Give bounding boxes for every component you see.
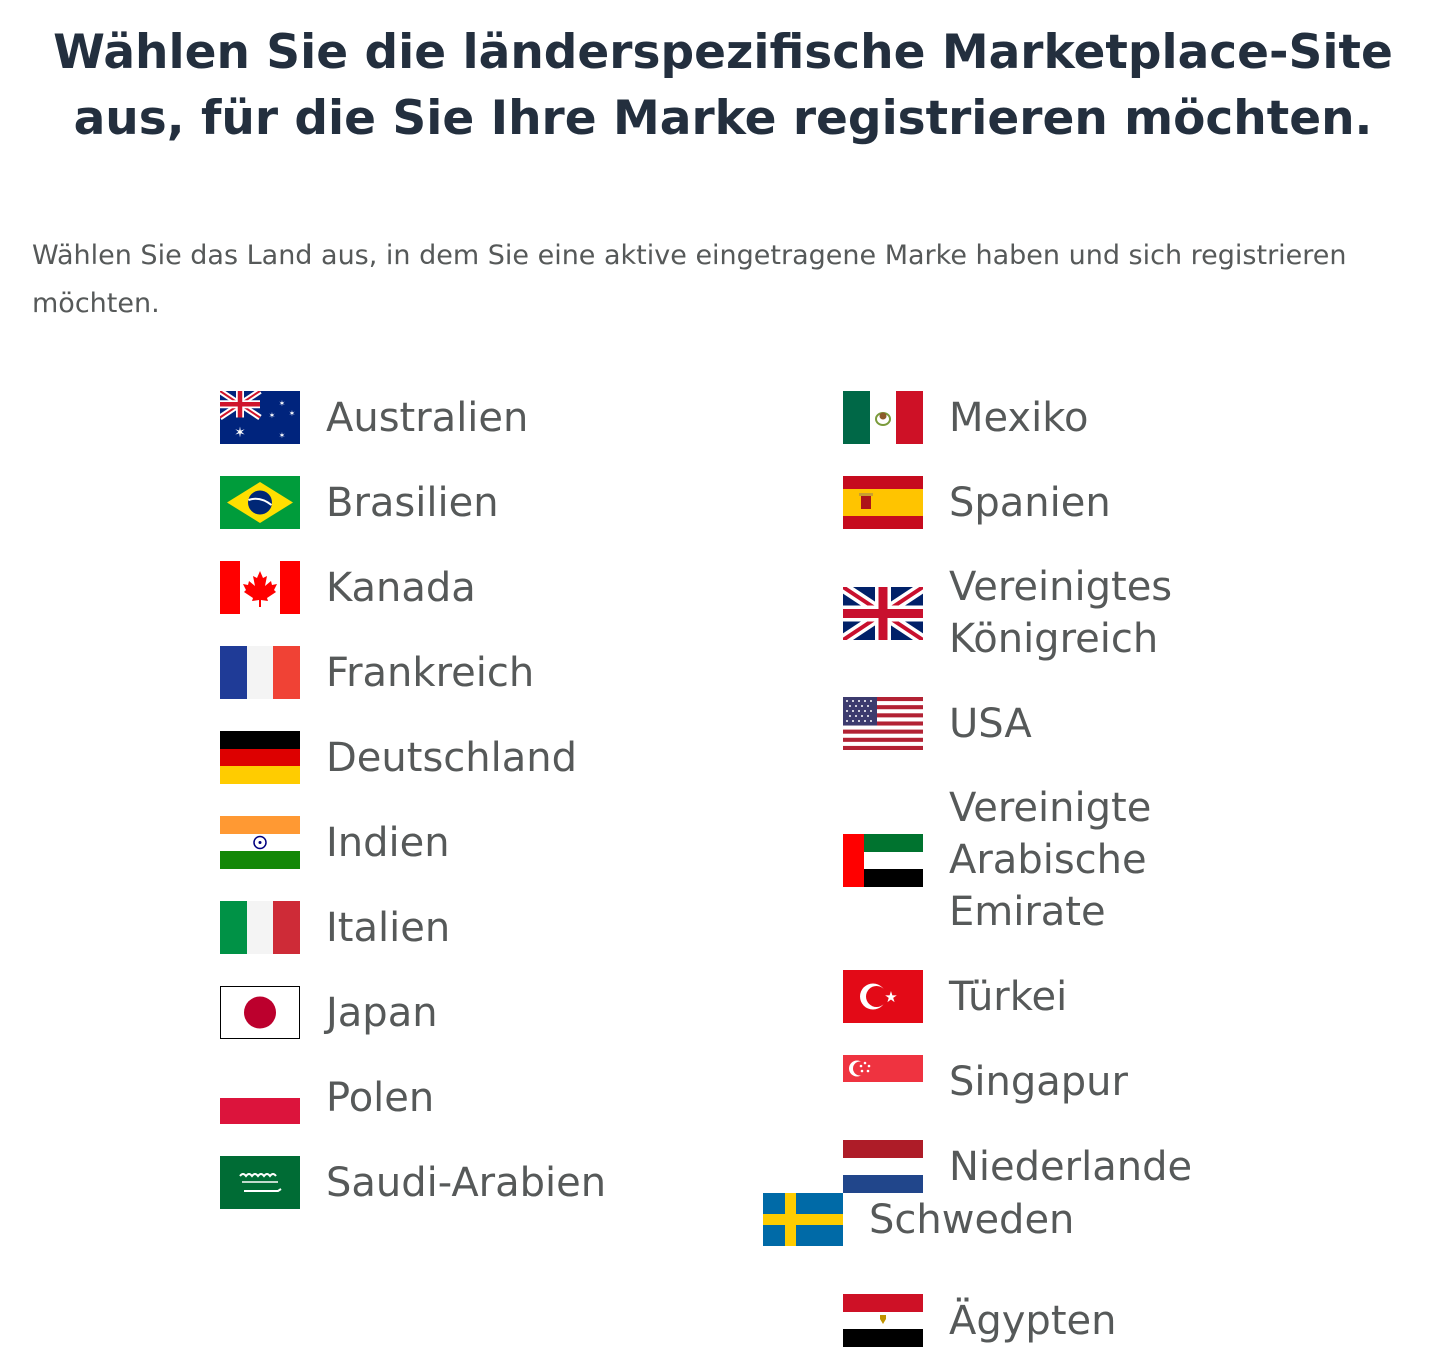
country-name-poland: Polen bbox=[326, 1074, 435, 1121]
flag-usa-icon bbox=[843, 697, 923, 750]
country-name-uk-line-1: Vereinigtes bbox=[949, 564, 1173, 610]
country-name-uk-line-2: Königreich bbox=[949, 616, 1159, 662]
flag-india-icon bbox=[220, 816, 300, 869]
country-link-france[interactable]: Frankreich bbox=[220, 646, 534, 699]
flag-germany-icon bbox=[220, 731, 300, 784]
country-name-spain: Spanien bbox=[949, 479, 1111, 526]
country-link-australia[interactable]: ✶ ✶ ✶ ✶ ✶ Australien bbox=[220, 391, 528, 444]
country-name-netherlands: Niederlande bbox=[949, 1143, 1193, 1190]
flag-netherlands-icon bbox=[843, 1140, 923, 1193]
flag-france-icon bbox=[220, 646, 300, 699]
country-link-brazil[interactable]: Brasilien bbox=[220, 476, 499, 529]
flag-brazil-icon bbox=[220, 476, 300, 529]
country-link-italy[interactable]: Italien bbox=[220, 901, 450, 954]
country-link-japan[interactable]: Japan bbox=[220, 986, 438, 1039]
flag-italy-icon bbox=[220, 901, 300, 954]
country-link-uk[interactable]: Vereinigtes Königreich bbox=[843, 561, 1172, 665]
country-name-mexico: Mexiko bbox=[949, 394, 1089, 441]
country-link-canada[interactable]: Kanada bbox=[220, 561, 476, 614]
flag-spain-icon bbox=[843, 476, 923, 529]
flag-singapore-icon bbox=[843, 1055, 923, 1108]
country-link-usa[interactable]: USA bbox=[843, 697, 1032, 750]
country-name-brazil: Brasilien bbox=[326, 479, 499, 526]
country-name-japan: Japan bbox=[326, 989, 438, 1036]
page-subtitle: Wählen Sie das Land aus, in dem Sie eine… bbox=[32, 240, 1347, 319]
country-link-poland[interactable]: Polen bbox=[220, 1071, 434, 1124]
country-name-italy: Italien bbox=[326, 904, 451, 951]
flag-sweden-icon bbox=[763, 1193, 843, 1246]
country-name-uk: Vereinigtes Königreich bbox=[949, 561, 1172, 665]
country-link-germany[interactable]: Deutschland bbox=[220, 731, 577, 784]
country-name-singapore: Singapur bbox=[949, 1058, 1128, 1105]
country-link-uae[interactable]: Vereinigte Arabische Emirate bbox=[843, 782, 1151, 938]
flag-uk-icon bbox=[843, 586, 923, 640]
country-name-sweden: Schweden bbox=[869, 1196, 1075, 1243]
svg-text:✶: ✶ bbox=[269, 411, 276, 420]
svg-text:✶: ✶ bbox=[234, 425, 246, 441]
country-link-india[interactable]: Indien bbox=[220, 816, 450, 869]
country-name-uae-line-2: Arabische bbox=[949, 837, 1147, 883]
country-name-france: Frankreich bbox=[326, 649, 535, 696]
country-name-uae-line-1: Vereinigte bbox=[949, 785, 1152, 831]
page-title: Wählen Sie die länderspezifische Marketp… bbox=[0, 20, 1446, 152]
flag-turkey-icon: ★ bbox=[843, 970, 923, 1023]
country-link-turkey[interactable]: ★ Türkei bbox=[843, 970, 1067, 1023]
country-name-uae: Vereinigte Arabische Emirate bbox=[949, 782, 1151, 938]
country-name-australia: Australien bbox=[326, 394, 529, 441]
country-name-uae-line-3: Emirate bbox=[949, 889, 1106, 935]
flag-australia-icon: ✶ ✶ ✶ ✶ ✶ bbox=[220, 391, 300, 444]
flag-japan-icon bbox=[220, 986, 300, 1039]
country-link-saudi-arabia[interactable]: Saudi-Arabien bbox=[220, 1156, 606, 1209]
page-title-line-2: aus, für die Sie Ihre Marke registrieren… bbox=[73, 91, 1373, 146]
country-name-turkey: Türkei bbox=[949, 973, 1068, 1020]
svg-text:✶: ✶ bbox=[289, 409, 296, 418]
country-name-india: Indien bbox=[326, 819, 450, 866]
svg-text:★: ★ bbox=[884, 988, 897, 1006]
flag-mexico-icon bbox=[843, 391, 923, 444]
country-name-usa: USA bbox=[949, 700, 1032, 747]
country-name-canada: Kanada bbox=[326, 564, 476, 611]
svg-text:✶: ✶ bbox=[279, 431, 286, 440]
country-link-spain[interactable]: Spanien bbox=[843, 476, 1111, 529]
country-link-sweden[interactable]: Schweden bbox=[763, 1193, 1074, 1246]
svg-text:✶: ✶ bbox=[279, 399, 286, 408]
flag-saudi-arabia-icon bbox=[220, 1156, 300, 1209]
page-title-line-1: Wählen Sie die länderspezifische Marketp… bbox=[53, 25, 1393, 80]
country-link-singapore[interactable]: Singapur bbox=[843, 1055, 1128, 1108]
country-name-egypt: Ägypten bbox=[949, 1297, 1117, 1344]
flag-poland-icon bbox=[220, 1071, 300, 1124]
flag-canada-icon bbox=[220, 561, 300, 614]
country-name-germany: Deutschland bbox=[326, 734, 577, 781]
flag-egypt-icon bbox=[843, 1294, 923, 1347]
flag-uae-icon bbox=[843, 833, 923, 887]
country-name-saudi-arabia: Saudi-Arabien bbox=[326, 1159, 607, 1206]
country-link-egypt[interactable]: Ägypten bbox=[843, 1294, 1116, 1347]
country-link-mexico[interactable]: Mexiko bbox=[843, 391, 1088, 444]
country-link-netherlands[interactable]: Niederlande bbox=[843, 1140, 1192, 1193]
